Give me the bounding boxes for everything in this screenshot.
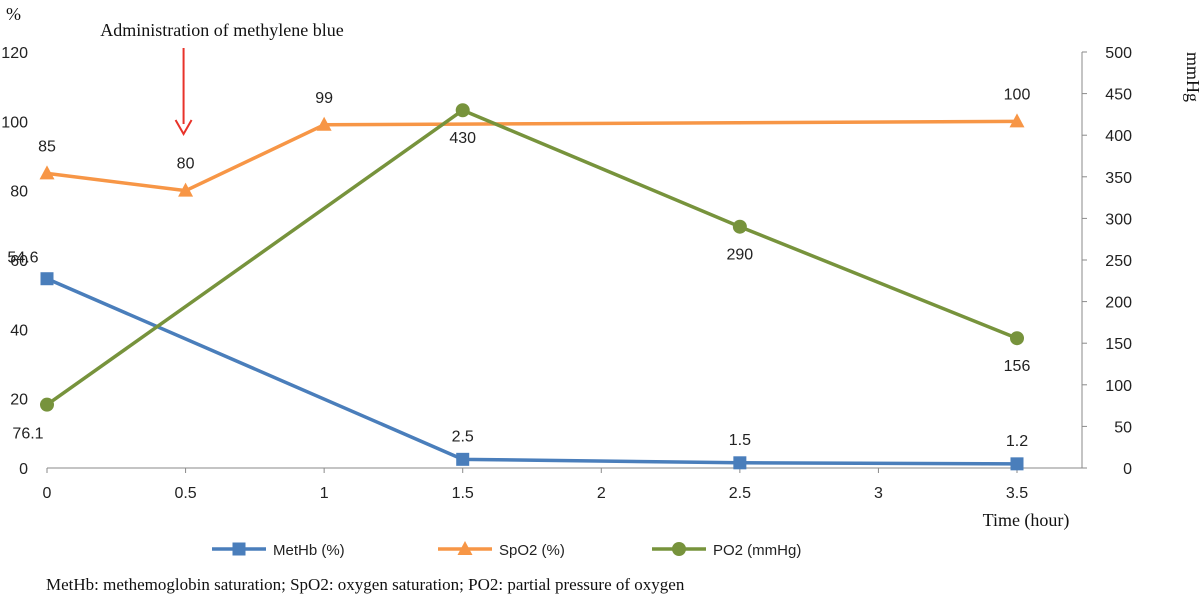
y-right-tick-label: 300: [1105, 211, 1132, 228]
y-right-tick-label: 500: [1105, 45, 1132, 62]
legend-label: PO2 (mmHg): [713, 542, 801, 559]
legend-swatch-marker: [672, 542, 686, 556]
data-point-spo2: [39, 165, 55, 180]
y-right-tick-label: 200: [1105, 295, 1132, 312]
x-tick-label: 0.5: [174, 485, 196, 502]
annotation-text: Administration of methylene blue: [100, 20, 343, 40]
y-right-tick-label: 0: [1123, 461, 1132, 478]
y-left-tick-label: 80: [10, 184, 28, 201]
data-label-methb: 1.5: [729, 432, 751, 449]
y-left-tick-label: 0: [19, 461, 28, 478]
data-label-po2-mmhg: 290: [727, 247, 754, 264]
y-right-tick-label: 150: [1105, 336, 1132, 353]
data-label-methb: 54.6: [7, 250, 38, 267]
data-point-po2-mmhg: [455, 103, 470, 118]
data-label-po2-mmhg: 76.1: [12, 426, 43, 443]
left-axis-label: %: [6, 4, 21, 24]
annotation-arrow-head: [174, 119, 193, 137]
y-right-tick-label: 250: [1105, 253, 1132, 270]
legend-label: MetHb (%): [273, 542, 345, 559]
series-layer: [39, 103, 1025, 471]
right-axis-label: mmHg: [1183, 52, 1200, 102]
legend: MetHb (%) SpO2 (%) PO2 (mmHg): [212, 541, 801, 559]
data-labels: 54.6 2.5 1.5 1.2 85 80 99 100 76.1 430 290 156: [7, 86, 1030, 450]
data-label-spo2: 85: [38, 138, 56, 155]
y-right-tick-label: 350: [1105, 170, 1132, 187]
data-point-spo2: [178, 182, 194, 197]
data-point-methb: [456, 452, 470, 466]
axes: 0 0.5 1 1.5 2 2.5 3 3.5 0 20 40 60 80 100 120 0 50 100 150…: [1, 45, 1132, 502]
y-right-tick-label: 100: [1105, 378, 1132, 395]
data-label-po2-mmhg: 430: [449, 130, 476, 147]
data-label-spo2: 99: [315, 90, 333, 107]
y-left-tick-label: 100: [1, 114, 28, 131]
data-point-po2-mmhg: [1010, 331, 1024, 346]
data-label-methb: 2.5: [452, 428, 474, 445]
y-right-tick-label: 450: [1105, 87, 1132, 104]
y-left-tick-label: 60: [10, 253, 28, 270]
x-tick-label: 3.5: [1006, 485, 1028, 502]
data-label-methb: 1.2: [1006, 433, 1028, 450]
data-point-spo2: [316, 116, 332, 131]
data-label-spo2: 80: [177, 156, 195, 173]
data-point-methb: [1010, 457, 1024, 471]
series-line-po2-mmhg: [45, 108, 1018, 407]
x-axis-label: Time (hour): [983, 510, 1070, 531]
footnote: MetHb: methemoglobin saturation; SpO2: o…: [46, 575, 685, 594]
data-point-po2-mmhg: [732, 219, 747, 234]
x-tick-label: 1.5: [452, 485, 474, 502]
y-left-tick-label: 40: [10, 322, 28, 339]
y-left-tick-label: 20: [10, 392, 28, 409]
y-right-tick-label: 400: [1105, 128, 1132, 145]
data-point-spo2: [1009, 113, 1025, 128]
x-tick-label: 3: [874, 485, 883, 502]
data-point-methb: [733, 456, 747, 470]
x-tick-label: 2: [597, 485, 606, 502]
data-point-methb: [40, 272, 54, 286]
series-line-methb: [46, 277, 1018, 466]
x-tick-label: 1: [320, 485, 329, 502]
data-point-po2-mmhg: [40, 397, 54, 412]
legend-swatch-marker: [232, 542, 246, 556]
legend-swatch-marker: [457, 541, 473, 555]
y-right-tick-label: 50: [1114, 419, 1132, 436]
y-left-tick-label: 120: [1, 45, 28, 62]
x-tick-label: 0: [43, 485, 52, 502]
series-line-spo2: [46, 119, 1018, 193]
data-label-spo2: 100: [1004, 86, 1031, 103]
x-tick-label: 2.5: [729, 485, 751, 502]
legend-label: SpO2 (%): [499, 542, 565, 559]
annotation-arrow: [174, 48, 193, 137]
data-label-po2-mmhg: 156: [1004, 358, 1031, 375]
